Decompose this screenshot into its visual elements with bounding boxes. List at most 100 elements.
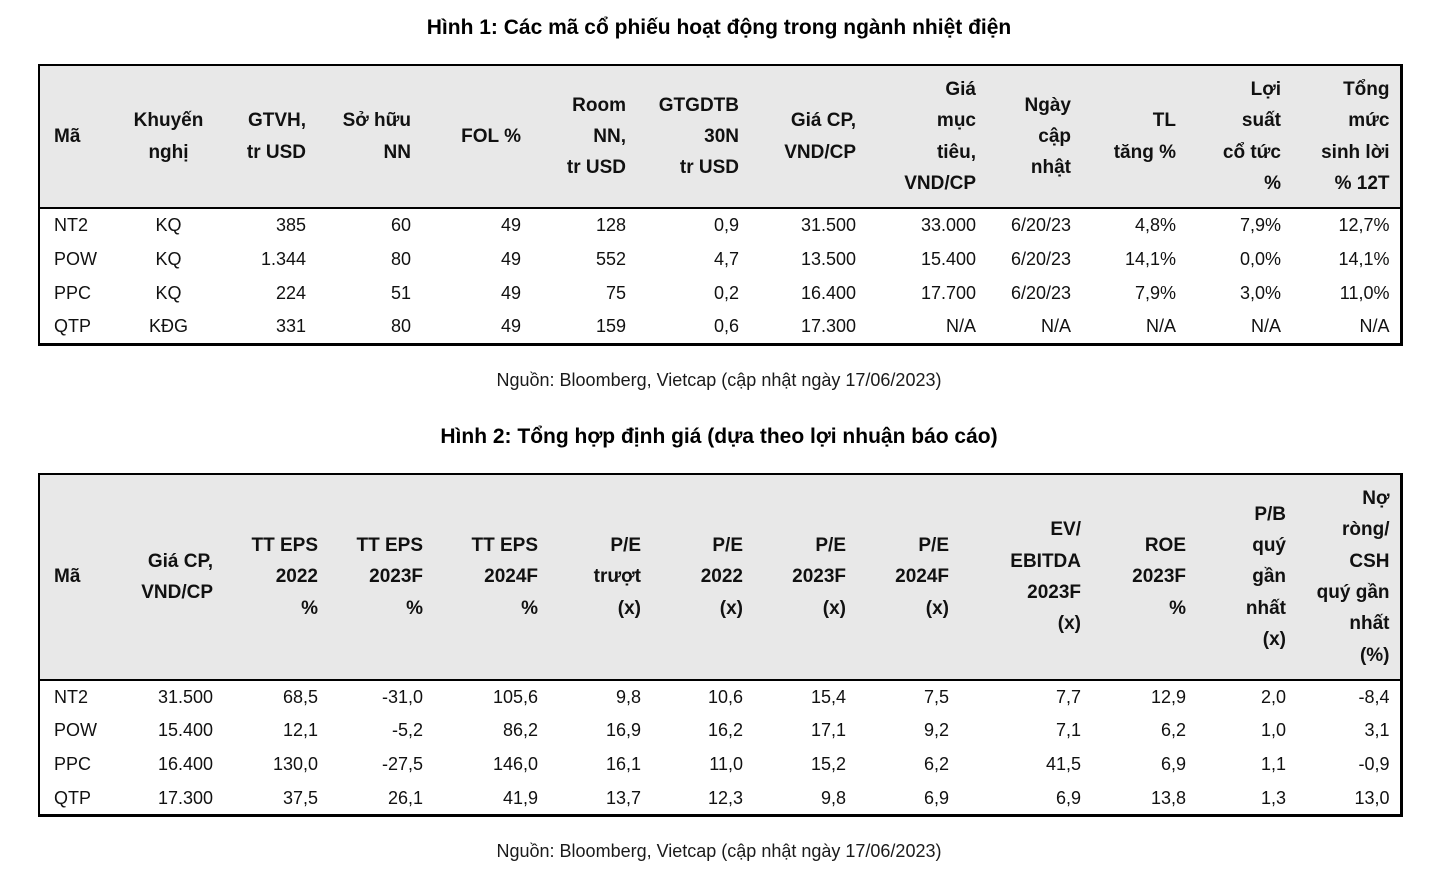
table-cell: 7,9% <box>1134 282 1176 303</box>
column-header: GTGDTB 30N tr USD <box>636 65 749 210</box>
table-cell: 60 <box>390 215 411 236</box>
table-cell: 11,0 <box>709 754 743 775</box>
table-cell: 6/20/23 <box>1010 248 1071 269</box>
table-cell: KQ <box>155 248 182 269</box>
table-cell: KQ <box>155 282 182 303</box>
table-cell: 9,8 <box>820 787 846 808</box>
ticker-cell: QTP <box>54 316 92 337</box>
column-header: TT EPS 2022 % <box>223 473 328 681</box>
table-cell: 16,1 <box>605 754 641 775</box>
table-cell: 41,9 <box>502 787 538 808</box>
table-cell: 159 <box>595 316 626 337</box>
table-cell: 0,6 <box>713 316 739 337</box>
column-header: Mã <box>39 473 121 681</box>
table-cell: 11,0% <box>1339 282 1390 303</box>
table-cell: 12,1 <box>282 720 318 741</box>
column-header: Mã <box>39 65 121 210</box>
table-cell: 10,6 <box>707 686 743 707</box>
table-cell: 16.400 <box>157 754 213 775</box>
table-row: PPC KQ 224 51 49 75 0,2 16.400 17.700 6/20/23 7,9%… <box>39 276 1401 310</box>
table-cell: 17.300 <box>800 316 856 337</box>
table-cell: 49 <box>500 316 521 337</box>
table-cell: 16.400 <box>800 282 856 303</box>
ticker-cell: POW <box>54 248 97 269</box>
table-cell: N/A <box>1145 316 1176 337</box>
ticker-cell: PPC <box>54 282 92 303</box>
table-cell: KQ <box>155 215 182 236</box>
table-cell: 6,9 <box>923 787 949 808</box>
table-cell: 86,2 <box>502 720 538 741</box>
table-cell: 49 <box>500 248 521 269</box>
column-header: GTVH, tr USD <box>216 65 316 210</box>
table-row: POW 15.400 12,1 -5,2 86,2 16,9 16,2 17,1 9,2 7,1 6… <box>39 714 1401 748</box>
table-cell: N/A <box>1250 316 1281 337</box>
table-row: NT2 31.500 68,5 -31,0 105,6 9,8 10,6 15,4 7,5 7,7… <box>39 680 1401 714</box>
column-header: Lợi suất cổ tức % <box>1186 65 1291 210</box>
ticker-cell: POW <box>54 720 97 741</box>
table-cell: 80 <box>390 316 411 337</box>
table-cell: 13,0 <box>1354 787 1390 808</box>
column-header: P/E 2024F (x) <box>856 473 959 681</box>
figure-2-section: Hình 2: Tổng hợp định giá (dựa theo lợi … <box>38 424 1403 863</box>
column-header: Tổng mức sinh lời % 12T <box>1291 65 1401 210</box>
table-cell: 6/20/23 <box>1010 215 1071 236</box>
table-cell: 7,5 <box>923 686 949 707</box>
column-header: P/E 2022 (x) <box>651 473 753 681</box>
table-cell: 1.344 <box>260 248 306 269</box>
table-cell: 0,9 <box>713 215 739 236</box>
table-cell: 31.500 <box>157 686 213 707</box>
thermal-stocks-table: Mã Khuyến nghị GTVH, tr USD Sở hữu NN FOL % R… <box>38 64 1403 346</box>
column-header: EV/ EBITDA 2023F (x) <box>959 473 1091 681</box>
table-cell: 14,1% <box>1124 248 1176 269</box>
table-cell: 17.700 <box>920 282 976 303</box>
table-cell: 17,1 <box>810 720 846 741</box>
table-cell: -8,4 <box>1358 686 1390 707</box>
table-cell: 12,7% <box>1338 215 1390 236</box>
table-cell: N/A <box>1359 316 1390 337</box>
table-cell: -27,5 <box>381 754 423 775</box>
table-row: PPC 16.400 130,0 -27,5 146,0 16,1 11,0 15,2 6,2 4… <box>39 748 1401 782</box>
column-header: Giá CP, VND/CP <box>749 65 866 210</box>
table-cell: 26,1 <box>387 787 423 808</box>
table-cell: 15.400 <box>157 720 213 741</box>
header-row: Mã Khuyến nghị GTVH, tr USD Sở hữu NN FOL % R… <box>39 65 1401 210</box>
column-header: FOL % <box>421 65 531 210</box>
table-cell: 12,9 <box>1150 686 1186 707</box>
table-cell: 16,9 <box>605 720 641 741</box>
table-row: QTP KĐG 331 80 49 159 0,6 17.300 N/A N/A N/A N/A N/A <box>39 310 1401 344</box>
table-cell: 2,0 <box>1260 686 1286 707</box>
ticker-cell: QTP <box>54 787 92 808</box>
table-cell: 6,2 <box>923 754 949 775</box>
table-cell: 6,9 <box>1055 787 1081 808</box>
figure2-title: Hình 2: Tổng hợp định giá (dựa theo lợi … <box>440 424 998 448</box>
column-header: Room NN, tr USD <box>531 65 636 210</box>
table-cell: 4,7 <box>713 248 739 269</box>
column-header: Giá mục tiêu, VND/CP <box>866 65 986 210</box>
column-header: Khuyến nghị <box>121 65 216 210</box>
table-cell: 552 <box>595 248 626 269</box>
table-cell: 0,0% <box>1239 248 1281 269</box>
column-header: Giá CP, VND/CP <box>121 473 223 681</box>
ticker-cell: NT2 <box>54 686 89 707</box>
table-cell: 0,2 <box>713 282 739 303</box>
table-cell: 146,0 <box>492 754 538 775</box>
table-cell: N/A <box>1040 316 1071 337</box>
column-header: TL tăng % <box>1081 65 1186 210</box>
table-cell: 13,8 <box>1150 787 1186 808</box>
table-cell: 37,5 <box>282 787 318 808</box>
column-header: P/E trượt (x) <box>548 473 651 681</box>
table-row: NT2 KQ 385 60 49 128 0,9 31.500 33.000 6/20/23 4,8… <box>39 208 1401 242</box>
table-cell: 31.500 <box>800 215 856 236</box>
table-cell: 49 <box>500 282 521 303</box>
table-cell: 1,0 <box>1260 720 1286 741</box>
table-cell: 7,9% <box>1239 215 1281 236</box>
table-cell: 6/20/23 <box>1010 282 1071 303</box>
table-cell: 224 <box>275 282 306 303</box>
table-cell: 128 <box>595 215 626 236</box>
table-cell: -0,9 <box>1358 754 1390 775</box>
table-cell: 68,5 <box>282 686 318 707</box>
table-cell: 13,7 <box>605 787 641 808</box>
table-cell: 6,9 <box>1160 754 1186 775</box>
header-row: Mã Giá CP, VND/CP TT EPS 2022 % TT EPS 2023… <box>39 473 1401 681</box>
